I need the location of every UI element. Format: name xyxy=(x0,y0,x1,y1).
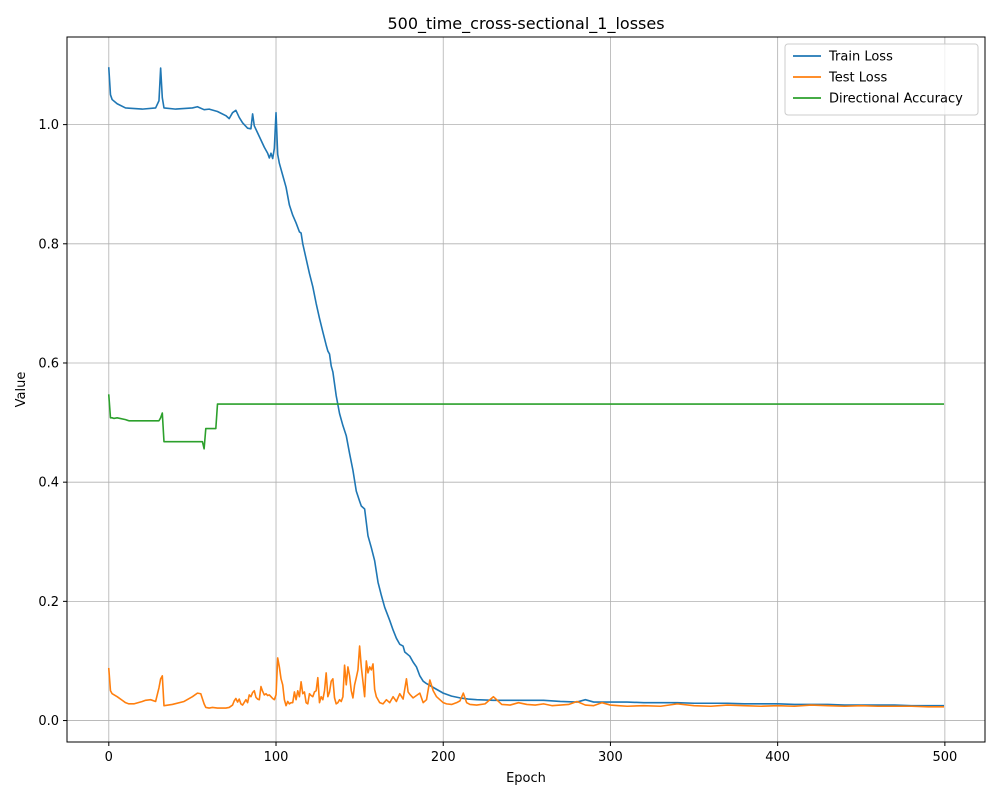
chart-title: 500_time_cross-sectional_1_losses xyxy=(387,14,664,34)
legend-box xyxy=(784,43,979,116)
x-tick-label: 200 xyxy=(431,750,456,765)
grid xyxy=(67,37,985,742)
y-tick-label: 0.8 xyxy=(38,237,59,252)
y-tick-label: 0.6 xyxy=(38,356,59,371)
y-tick-label: 0.4 xyxy=(38,476,59,491)
series-line-test-loss xyxy=(107,645,944,709)
axis-ticks: 0 100 200 300 400 500 0.0 0.2 0.4 0.6 0.8 1.0 xyxy=(38,118,957,765)
legend-label: Directional Accuracy xyxy=(829,92,963,107)
series-line-directional-accuracy xyxy=(107,394,944,450)
legend-label: Train Loss xyxy=(828,50,893,65)
x-tick-label: 100 xyxy=(264,750,289,765)
series-line-train-loss xyxy=(107,67,944,707)
y-tick-label: 0.2 xyxy=(38,595,59,610)
legend: Train Loss Test Loss Directional Accuracy xyxy=(784,43,979,116)
x-tick-label: 0 xyxy=(105,750,113,765)
legend-label: Test Loss xyxy=(828,71,887,86)
x-axis-label: Epoch xyxy=(506,771,546,786)
y-tick-label: 1.0 xyxy=(38,118,59,133)
x-tick-label: 300 xyxy=(598,750,623,765)
plot-frame xyxy=(66,36,986,743)
y-tick-label: 0.0 xyxy=(38,714,59,729)
x-tick-label: 500 xyxy=(932,750,957,765)
plot-series xyxy=(107,67,944,709)
y-axis-label: Value xyxy=(14,372,29,408)
x-tick-label: 400 xyxy=(765,750,790,765)
